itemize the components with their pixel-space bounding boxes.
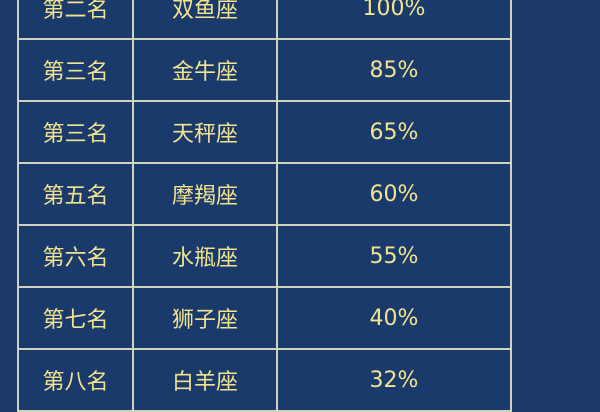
table-row: 第二名 双鱼座 100%: [17, 0, 512, 40]
percent-cell: 60%: [276, 162, 512, 226]
sign-cell: 水瓶座: [132, 224, 278, 288]
rank-cell: 第三名: [17, 38, 134, 102]
table-row: 第八名 白羊座 32%: [17, 348, 512, 412]
sign-cell: 金牛座: [132, 38, 278, 102]
rank-cell: 第八名: [17, 348, 134, 412]
table-row: 第三名 金牛座 85%: [17, 38, 512, 102]
percent-cell: 65%: [276, 100, 512, 164]
table-row: 第五名 摩羯座 60%: [17, 162, 512, 226]
table-row: 第六名 水瓶座 55%: [17, 224, 512, 288]
rank-cell: 第七名: [17, 286, 134, 350]
sign-cell: 天秤座: [132, 100, 278, 164]
sign-cell: 摩羯座: [132, 162, 278, 226]
table-row: 第七名 狮子座 40%: [17, 286, 512, 350]
rank-cell: 第六名: [17, 224, 134, 288]
sign-cell: 双鱼座: [132, 0, 278, 40]
sign-cell: 白羊座: [132, 348, 278, 412]
rank-cell: 第五名: [17, 162, 134, 226]
table-row: 第三名 天秤座 65%: [17, 100, 512, 164]
percent-cell: 40%: [276, 286, 512, 350]
rank-cell: 第二名: [17, 0, 134, 40]
rank-cell: 第三名: [17, 100, 134, 164]
sign-cell: 狮子座: [132, 286, 278, 350]
percent-cell: 55%: [276, 224, 512, 288]
percent-cell: 85%: [276, 38, 512, 102]
ranking-table: 第二名 双鱼座 100% 第三名 金牛座 85% 第三名 天秤座 65% 第五名 摩羯座 60% 第六名…: [17, 0, 512, 412]
percent-cell: 32%: [276, 348, 512, 412]
percent-cell: 100%: [276, 0, 512, 40]
